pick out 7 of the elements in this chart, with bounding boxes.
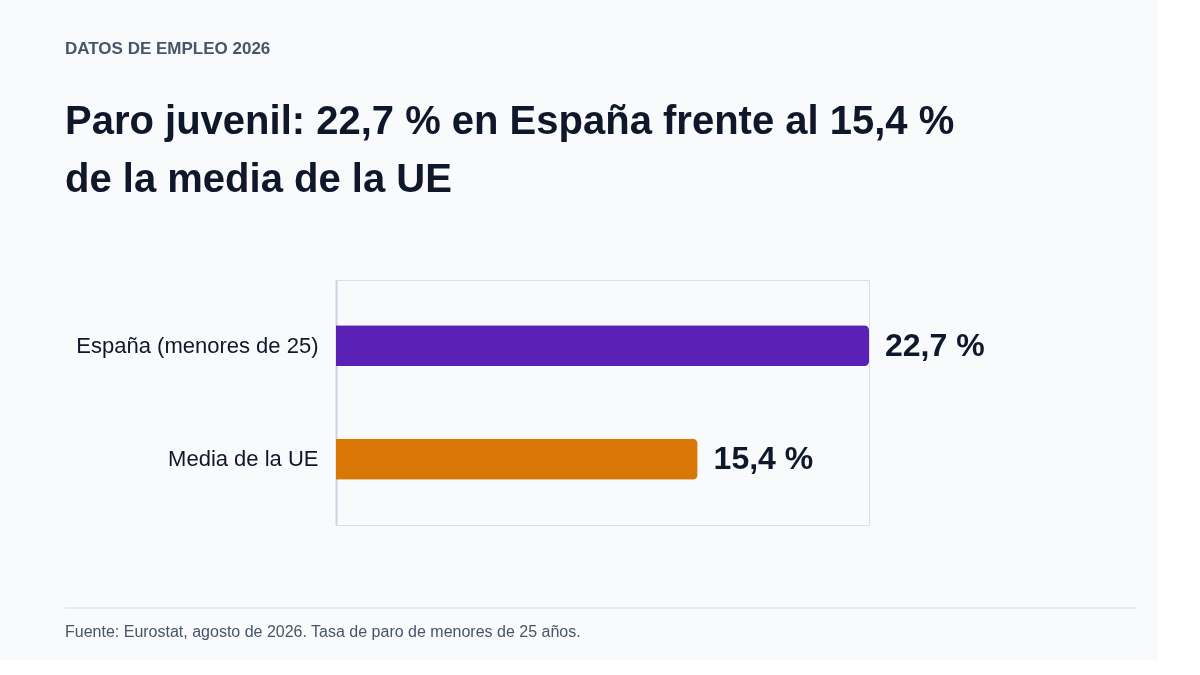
text: DATOS DE EMPLEO 2026 [65, 39, 271, 58]
chart-title: Paro juvenil: 22,7 % en España frente al 15,4 % de la media de la UE [65, 98, 955, 200]
data-label: 15,4 % [713, 440, 814, 477]
y-tick-label: Media de la UE [168, 446, 319, 472]
source-note: Fuente: Eurostat, agosto de 2026. Tasa de paro de menores de 25 años. [65, 623, 581, 640]
y-tick-label: España (menores de 25) [76, 332, 319, 358]
data-label: 22,7 % [885, 326, 985, 363]
